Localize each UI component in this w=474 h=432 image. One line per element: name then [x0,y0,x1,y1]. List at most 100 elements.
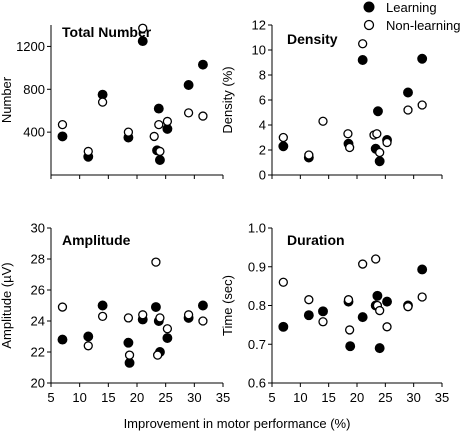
density-ytick-label: 12 [252,18,266,33]
duration-learning-point [374,343,385,354]
amplitude-nonlearning-point [183,310,194,320]
density-nonlearning-point [343,129,353,139]
amplitude-nonlearning-point [83,341,93,351]
duration-learning-point [278,321,289,332]
density-nonlearning-point [417,100,427,110]
density-learning-point [417,53,428,64]
duration-nonlearning-point [371,254,381,264]
legend-nonlearning-label: Non-learning [386,18,460,33]
amplitude-nonlearning-point [124,350,135,360]
amplitude-learning-point [162,333,173,344]
amplitude-title: Amplitude [62,232,131,248]
legend: Learning Non-learning [363,0,460,33]
total-number-nonlearning-point [83,146,93,157]
panel-amplitude: 20 22 24 26 28 30 5 10 15 20 25 30 35 Amplitude (µV) A… [0,221,230,406]
amplitude-nonlearning-point [162,324,173,334]
total-number-learning-point [137,36,148,47]
duration-nonlearning-point [343,295,354,305]
density-title: Density [287,31,338,47]
density-nonlearning-point [358,39,368,49]
density-nonlearning-point [304,150,314,160]
duration-xtick-label: 5 [268,390,275,405]
amplitude-xtick-label: 15 [101,390,115,405]
amplitude-learning-point [197,300,208,311]
amplitude-ytick-label: 28 [31,252,45,267]
amplitude-nonlearning-point [152,350,163,360]
amplitude-nonlearning-point [57,302,68,312]
panel-total-number: 400 800 1200 Number Total Number [0,23,224,179]
density-nonlearning-point [318,116,328,126]
duration-ytick-label: 1.0 [248,221,266,236]
duration-nonlearning-point [417,292,427,302]
density-ytick-label: 8 [259,68,266,83]
amplitude-xtick-label: 30 [187,390,201,405]
density-ytick-label: 6 [259,93,266,108]
total-number-ytick-label: 1200 [16,39,45,54]
density-ytick-label: 0 [259,168,266,183]
duration-learning-point [357,312,368,323]
density-ytick-label: 4 [259,118,266,133]
duration-y-axis-label: Time (sec) [220,275,235,336]
x-axis-label: Improvement in motor performance (%) [124,416,351,431]
total-number-nonlearning-point [97,97,108,107]
total-number-nonlearning-point [162,116,173,127]
density-learning-point [357,55,368,65]
duration-xtick-label: 25 [378,390,392,405]
duration-learning-point [417,264,428,275]
duration-xtick-label: 30 [406,390,420,405]
duration-learning-point [318,306,328,317]
amplitude-ytick-label: 24 [31,314,45,329]
total-number-nonlearning-point [154,119,164,130]
amplitude-ytick-label: 20 [31,376,45,391]
total-number-nonlearning-point [123,127,134,137]
amplitude-xtick-label: 20 [130,390,144,405]
total-number-nonlearning-point [149,131,159,142]
amplitude-xtick-label: 35 [216,390,230,405]
amplitude-learning-point [97,300,108,311]
amplitude-nonlearning-point [151,257,161,267]
amplitude-nonlearning-point [97,311,108,322]
duration-learning-point [303,310,314,321]
legend-learning-label: Learning [386,0,437,15]
density-nonlearning-point [382,137,392,148]
duration-learning-point [372,290,383,301]
duration-nonlearning-point [358,259,368,269]
total-number-nonlearning-point [57,119,68,130]
duration-title: Duration [287,232,345,248]
amplitude-nonlearning-point [155,313,165,323]
amplitude-learning-point [150,302,161,313]
amplitude-learning-point [57,334,68,345]
legend-learning-marker [363,1,375,13]
amplitude-xtick-label: 5 [47,390,54,405]
total-number-learning-point [153,103,164,114]
panel-density: 0 2 4 6 8 10 12 Density (%) Density [220,18,443,183]
duration-nonlearning-point [382,322,392,332]
duration-xtick-label: 15 [321,390,335,405]
total-number-ytick-label: 800 [23,82,45,97]
amplitude-ytick-label: 30 [31,221,45,236]
total-number-nonlearning-point [138,23,148,33]
density-learning-point [373,106,383,117]
total-number-y-axis-label: Number [0,76,14,123]
total-number-nonlearning-point [155,146,165,157]
amplitude-nonlearning-point [123,313,134,323]
density-nonlearning-point [278,132,288,143]
duration-nonlearning-point [375,305,385,316]
amplitude-xtick-label: 25 [158,390,172,405]
amplitude-learning-point [123,337,134,348]
density-y-axis-label: Density (%) [220,66,235,133]
duration-xtick-label: 20 [350,390,364,405]
duration-nonlearning-point [403,302,413,312]
total-number-ytick-label: 400 [23,125,45,140]
duration-nonlearning-point [318,317,328,327]
duration-ytick-label: 0.7 [248,337,266,352]
duration-learning-point [382,296,392,307]
amplitude-ytick-label: 26 [31,283,45,298]
amplitude-learning-point [83,331,94,342]
total-number-learning-point [57,131,68,142]
density-nonlearning-point [375,147,385,158]
duration-learning-point [345,341,356,352]
duration-ytick-label: 0.9 [248,259,266,274]
density-nonlearning-point [372,129,382,139]
